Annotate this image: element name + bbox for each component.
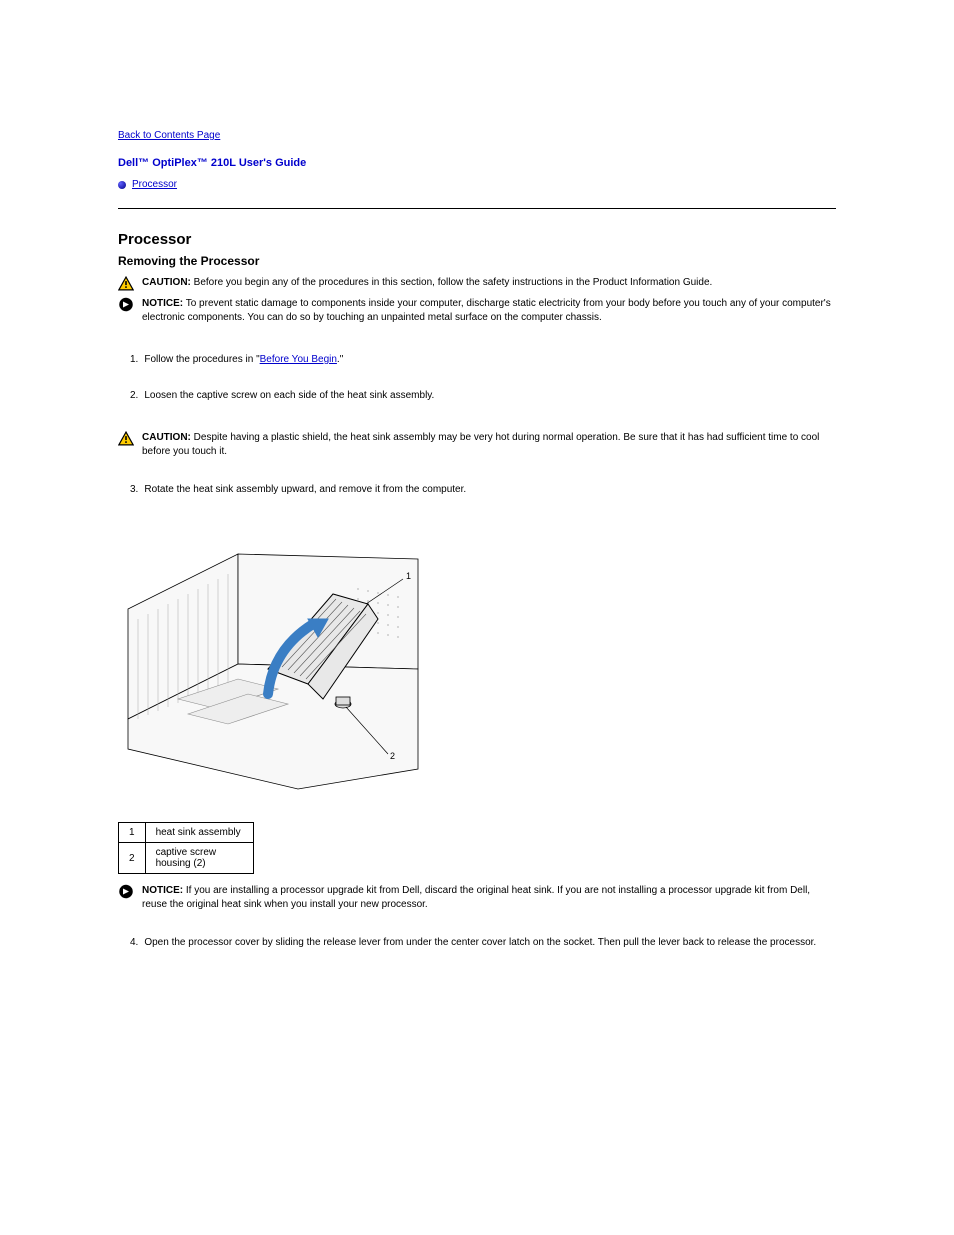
heatsink-diagram: 1 2 [118, 519, 836, 814]
step-number: 1. [130, 353, 138, 367]
step-item: 4. Open the processor cover by sliding t… [130, 936, 836, 950]
caution-text: CAUTION: Before you begin any of the pro… [142, 276, 712, 290]
legend-label: captive screw housing (2) [145, 843, 253, 874]
step-text: Open the processor cover by sliding the … [144, 936, 816, 950]
notice-icon [118, 884, 134, 899]
legend-num: 1 [119, 823, 146, 843]
before-you-begin-link[interactable]: Before You Begin [260, 354, 337, 365]
step-number: 2. [130, 389, 138, 403]
caution-text: CAUTION: Despite having a plastic shield… [142, 431, 836, 459]
step-text: Follow the procedures in " [144, 354, 259, 365]
divider [118, 208, 836, 209]
step-item: 1. Follow the procedures in "Before You … [130, 353, 836, 367]
computer-chassis-illustration: 1 2 [118, 519, 448, 809]
table-row: 1 heat sink assembly [119, 823, 254, 843]
step-text: Loosen the captive screw on each side of… [144, 389, 434, 403]
bullet-icon [118, 181, 126, 189]
step-item: 2. Loosen the captive screw on each side… [130, 389, 836, 403]
callout-label-2: 2 [390, 751, 395, 761]
step-number: 4. [130, 936, 138, 950]
caution-icon [118, 431, 134, 446]
page-content: Back to Contents Page Dell™ OptiPlex™ 21… [0, 0, 954, 1014]
back-to-contents-link[interactable]: Back to Contents Page [118, 130, 220, 141]
notice-block: NOTICE: If you are installing a processo… [118, 884, 836, 912]
caution-icon [118, 276, 134, 291]
step-text-after: ." [337, 354, 343, 365]
legend-label: heat sink assembly [145, 823, 253, 843]
notice-text: NOTICE: To prevent static damage to comp… [142, 297, 836, 325]
caution-notice: CAUTION: Before you begin any of the pro… [118, 276, 836, 291]
toc-item: Processor [118, 179, 836, 190]
step-text: Rotate the heat sink assembly upward, an… [144, 483, 466, 497]
legend-num: 2 [119, 843, 146, 874]
callout-label-1: 1 [406, 571, 411, 581]
table-row: 2 captive screw housing (2) [119, 843, 254, 874]
notice-icon [118, 297, 134, 312]
document-title: Dell™ OptiPlex™ 210L User's Guide [118, 157, 836, 169]
diagram-legend-table: 1 heat sink assembly 2 captive screw hou… [118, 822, 254, 874]
subsection-heading: Removing the Processor [118, 254, 836, 268]
toc-link-processor[interactable]: Processor [132, 179, 177, 190]
step-number: 3. [130, 483, 138, 497]
step-item: 3. Rotate the heat sink assembly upward,… [130, 483, 836, 497]
notice-text: NOTICE: If you are installing a processo… [142, 884, 836, 912]
section-heading: Processor [118, 231, 836, 248]
notice-block: NOTICE: To prevent static damage to comp… [118, 297, 836, 325]
caution-notice: CAUTION: Despite having a plastic shield… [118, 431, 836, 459]
